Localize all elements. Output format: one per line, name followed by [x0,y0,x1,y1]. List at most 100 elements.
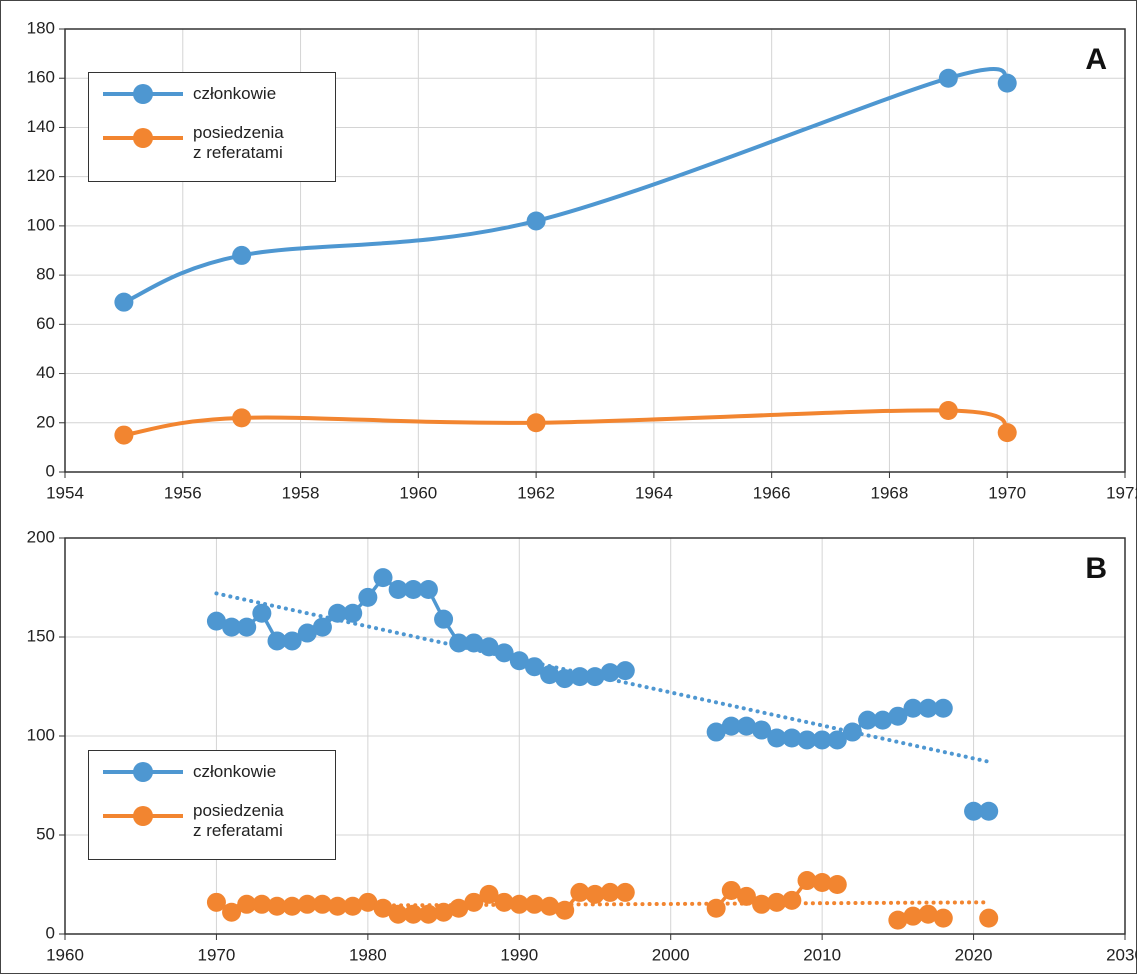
point [206,892,226,912]
x-tick-label: 1956 [164,483,202,502]
point [721,716,741,736]
point [540,665,560,685]
point [434,609,454,629]
point [938,400,958,420]
legend-entry: członkowie [89,79,337,129]
legend-swatch [103,128,183,148]
point [888,910,908,930]
panel-label: A [1085,43,1107,76]
point [343,603,363,623]
point [297,623,317,643]
point [509,651,529,671]
point [524,657,544,677]
point [918,904,938,924]
point [252,603,272,623]
x-tick-label: 1970 [198,945,236,964]
point [555,669,575,689]
point [964,801,984,821]
legend-swatch [103,762,183,782]
x-tick-label: 1966 [753,483,791,502]
point [812,730,832,750]
x-tick-label: 1960 [399,483,437,502]
point [615,882,635,902]
y-tick-label: 60 [36,314,55,333]
point [282,896,302,916]
point [721,880,741,900]
point [797,730,817,750]
point [434,902,454,922]
point [524,894,544,914]
point [328,896,348,916]
point [403,579,423,599]
x-tick-label: 1980 [349,945,387,964]
point [767,892,787,912]
point [979,908,999,928]
x-tick-label: 2000 [652,945,690,964]
legend-label: posiedzenia z referatami [193,801,284,840]
y-tick-label: 160 [27,68,55,87]
point [752,720,772,740]
y-tick-label: 120 [27,166,55,185]
legend: członkowie posiedzenia z referatami [88,72,336,182]
point [903,698,923,718]
point [997,423,1017,443]
x-tick-label: 1990 [500,945,538,964]
point [842,722,862,742]
point [312,894,332,914]
legend-entry: posiedzenia z referatami [89,123,337,173]
point [282,631,302,651]
plot-border [64,28,1126,473]
y-tick-label: 100 [27,725,55,744]
x-tick-label: 1964 [635,483,673,502]
point [526,413,546,433]
point [312,617,332,637]
point [938,68,958,88]
point [222,617,242,637]
point [873,710,893,730]
point [232,245,252,265]
point [918,698,938,718]
point [767,728,787,748]
y-tick-label: 80 [36,265,55,284]
legend-label: członkowie [193,762,277,781]
legend-label: posiedzenia z referatami [193,123,284,162]
y-tick-label: 40 [36,363,55,382]
point [494,892,514,912]
legend-label: członkowie [193,84,277,103]
legend: członkowie posiedzenia z referatami [88,750,336,860]
point [736,716,756,736]
x-tick-label: 1972 [1106,483,1137,502]
point [600,882,620,902]
point [464,892,484,912]
point [267,896,287,916]
point [933,908,953,928]
point [797,871,817,891]
point [252,894,272,914]
x-tick-label: 1954 [46,483,84,502]
x-tick-label: 1968 [871,483,909,502]
point [297,894,317,914]
x-tick-label: 1970 [988,483,1026,502]
y-tick-label: 50 [36,824,55,843]
legend-marker [133,762,153,782]
legend-marker [133,84,153,104]
legend-swatch [103,84,183,104]
point [526,211,546,231]
point [479,637,499,657]
y-tick-label: 0 [46,923,55,942]
y-tick-label: 0 [46,461,55,480]
legend-entry: członkowie [89,757,337,807]
point [449,633,469,653]
point [328,603,348,623]
point [903,906,923,926]
point [585,884,605,904]
legend-marker [133,128,153,148]
panel-label: B [1085,552,1107,585]
point [933,698,953,718]
point [736,886,756,906]
point [114,425,134,445]
point [479,884,499,904]
point [114,292,134,312]
point [782,890,802,910]
